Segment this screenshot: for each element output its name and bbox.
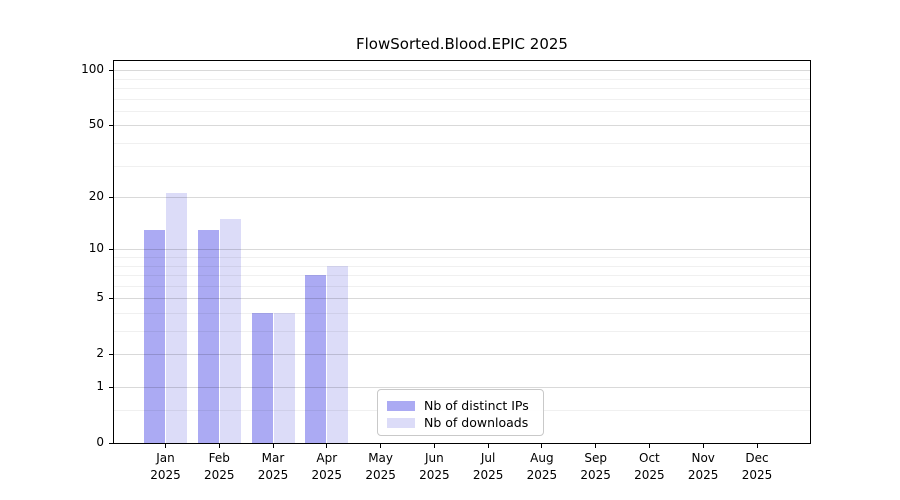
y-tick-label-100: 100 — [81, 62, 104, 77]
y-tick-label-0: 0 — [96, 435, 104, 449]
x-tick-jan — [165, 444, 166, 448]
bar-downloads-mar — [273, 313, 295, 443]
x-tick-label-dec: Dec 2025 — [741, 451, 773, 482]
y-tick-label-2: 2 — [96, 346, 104, 361]
bar-downloads-apr — [327, 265, 349, 443]
x-tick-jun — [433, 444, 435, 448]
y-tick-label-20: 20 — [88, 189, 104, 204]
y-tick-1 — [109, 386, 113, 388]
x-tick-dec — [756, 444, 758, 448]
x-tick-feb — [218, 444, 220, 448]
x-tick-nov — [702, 444, 704, 448]
x-tick-sep — [595, 444, 597, 448]
x-tick-label-jan: Jan 2025 — [150, 451, 181, 482]
x-tick-label-jun: Jun 2025 — [419, 451, 450, 482]
bar-downloads-feb — [219, 219, 241, 443]
legend-swatch-distinct-ips — [387, 400, 415, 411]
x-tick-label-sep: Sep 2025 — [580, 451, 611, 482]
y-tick-20 — [109, 196, 113, 198]
bars-layer — [114, 61, 810, 443]
x-tick-aug — [541, 444, 543, 448]
bar-distinct-ips-apr — [305, 275, 327, 443]
y-tick-2 — [109, 353, 113, 355]
legend: Nb of distinct IPs Nb of downloads — [377, 389, 544, 436]
y-tick-10 — [109, 248, 113, 250]
x-tick-label-feb: Feb 2025 — [204, 451, 235, 482]
plot-area — [113, 60, 811, 444]
legend-label-distinct-ips: Nb of distinct IPs — [424, 398, 529, 413]
y-tick-label-10: 10 — [88, 241, 104, 256]
x-tick-label-nov: Nov 2025 — [687, 451, 719, 482]
chart-title: FlowSorted.Blood.EPIC 2025 — [356, 35, 568, 53]
legend-swatch-downloads — [387, 417, 415, 428]
legend-item-distinct-ips: Nb of distinct IPs — [387, 397, 533, 414]
bar-distinct-ips-mar — [251, 313, 273, 443]
x-tick-label-mar: Mar 2025 — [257, 451, 289, 482]
legend-label-downloads: Nb of downloads — [424, 415, 529, 430]
y-tick-label-50: 50 — [88, 117, 104, 132]
x-tick-label-may: May 2025 — [365, 451, 396, 482]
x-tick-label-aug: Aug 2025 — [526, 451, 558, 482]
y-tick-100 — [109, 69, 113, 71]
x-tick-oct — [648, 444, 650, 448]
x-tick-mar — [272, 444, 274, 448]
legend-item-downloads: Nb of downloads — [387, 414, 533, 431]
x-tick-label-jul: Jul 2025 — [472, 451, 504, 482]
y-tick-label-1: 1 — [96, 379, 104, 393]
y-tick-0 — [109, 442, 113, 444]
x-tick-label-apr: Apr 2025 — [311, 451, 343, 482]
bar-downloads-jan — [166, 193, 187, 443]
x-tick-label-oct: Oct 2025 — [634, 451, 665, 482]
y-tick-5 — [109, 297, 113, 299]
y-tick-50 — [109, 124, 113, 126]
bar-distinct-ips-jan — [144, 229, 165, 443]
bar-distinct-ips-feb — [197, 229, 219, 443]
x-tick-apr — [326, 444, 328, 448]
y-tick-label-5: 5 — [96, 290, 104, 305]
x-tick-may — [380, 444, 382, 448]
x-tick-jul — [487, 444, 489, 448]
